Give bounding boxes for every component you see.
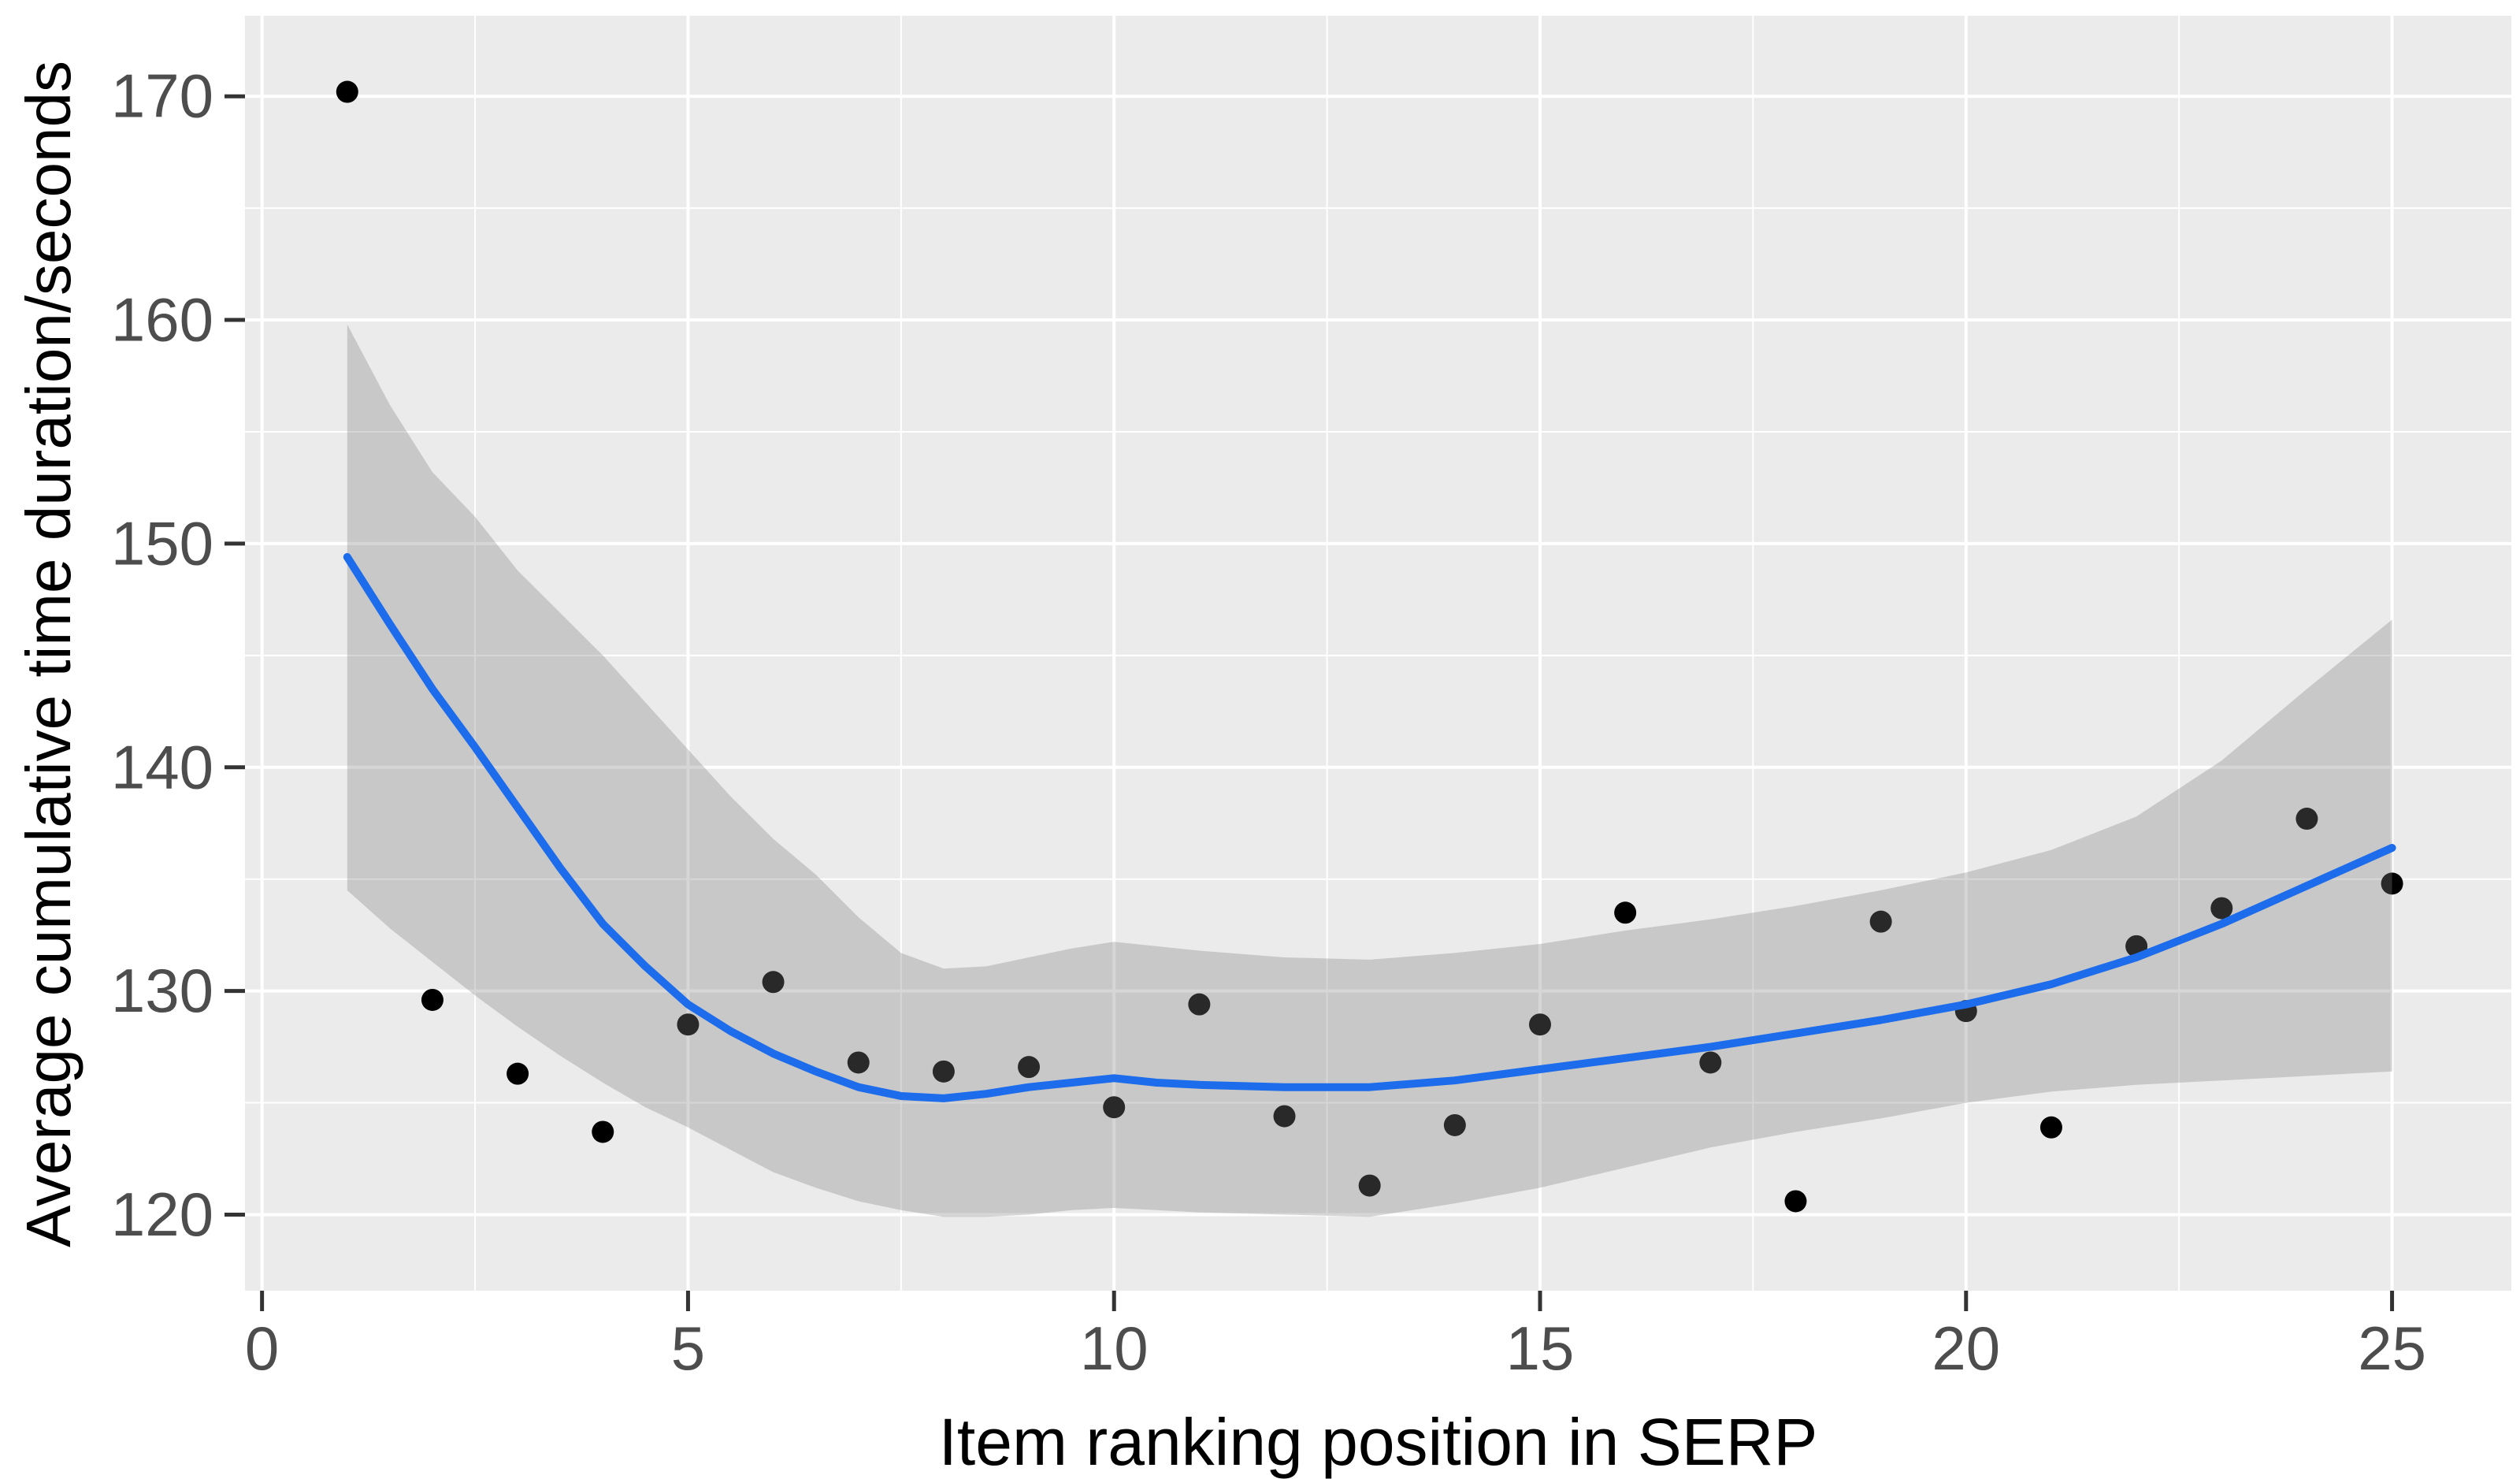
data-point bbox=[2039, 1116, 2062, 1139]
data-point bbox=[2210, 897, 2233, 920]
data-point bbox=[2295, 808, 2318, 831]
y-tick-label: 160 bbox=[111, 285, 213, 355]
x-tick-label: 0 bbox=[245, 1314, 279, 1383]
data-point bbox=[1443, 1113, 1466, 1136]
x-tick-label: 15 bbox=[1506, 1314, 1575, 1383]
x-tick-label: 20 bbox=[1932, 1314, 2000, 1383]
data-point bbox=[677, 1013, 700, 1036]
data-point bbox=[1018, 1056, 1041, 1079]
data-point bbox=[336, 80, 358, 103]
x-tick-label: 25 bbox=[2358, 1314, 2426, 1383]
x-axis-title: Item ranking position in SERP bbox=[938, 1405, 1818, 1479]
data-point bbox=[507, 1062, 529, 1085]
data-point bbox=[1869, 910, 1892, 933]
data-point bbox=[592, 1120, 614, 1143]
y-tick-label: 130 bbox=[111, 956, 213, 1025]
x-tick-label: 5 bbox=[671, 1314, 705, 1383]
data-point bbox=[1529, 1013, 1551, 1036]
data-point bbox=[421, 988, 444, 1011]
y-tick-label: 170 bbox=[111, 61, 213, 131]
data-point bbox=[1358, 1174, 1381, 1197]
data-point bbox=[1188, 993, 1211, 1016]
x-tick-label: 10 bbox=[1080, 1314, 1149, 1383]
y-axis-title: Average cumulative time duration/seconds bbox=[13, 61, 84, 1248]
confidence-ribbon bbox=[347, 324, 2392, 1217]
data-point bbox=[1784, 1190, 1807, 1213]
panel-background bbox=[245, 16, 2511, 1291]
smooth-line bbox=[343, 552, 2396, 1102]
y-tick-label: 120 bbox=[111, 1180, 213, 1249]
data-point bbox=[1614, 901, 1637, 924]
data-point bbox=[2381, 872, 2403, 895]
data-point bbox=[932, 1060, 955, 1083]
data-point bbox=[847, 1051, 870, 1074]
data-point bbox=[1699, 1051, 1722, 1074]
data-point bbox=[1103, 1096, 1126, 1119]
data-point bbox=[1273, 1105, 1296, 1128]
y-tick-label: 150 bbox=[111, 508, 213, 578]
y-tick-label: 140 bbox=[111, 732, 213, 801]
data-point bbox=[762, 971, 785, 994]
